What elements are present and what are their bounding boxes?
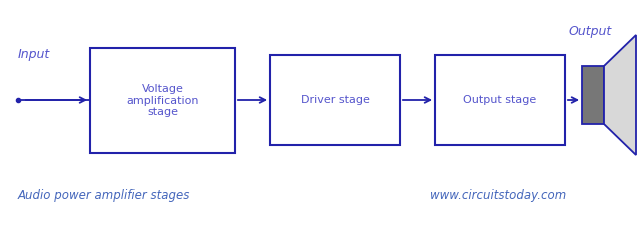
Text: Voltage
amplification
stage: Voltage amplification stage: [126, 84, 199, 117]
Text: Audio power amplifier stages: Audio power amplifier stages: [18, 189, 191, 202]
Polygon shape: [604, 35, 636, 155]
Text: Output stage: Output stage: [464, 95, 536, 105]
Bar: [582, 66, 604, 124]
Text: www.circuitstoday.com: www.circuitstoday.com: [430, 189, 566, 202]
Bar: [90, 48, 235, 153]
Bar: [270, 55, 400, 145]
Text: Output: Output: [569, 25, 612, 38]
Text: Driver stage: Driver stage: [301, 95, 370, 105]
Bar: [435, 55, 565, 145]
Text: Input: Input: [18, 48, 50, 61]
